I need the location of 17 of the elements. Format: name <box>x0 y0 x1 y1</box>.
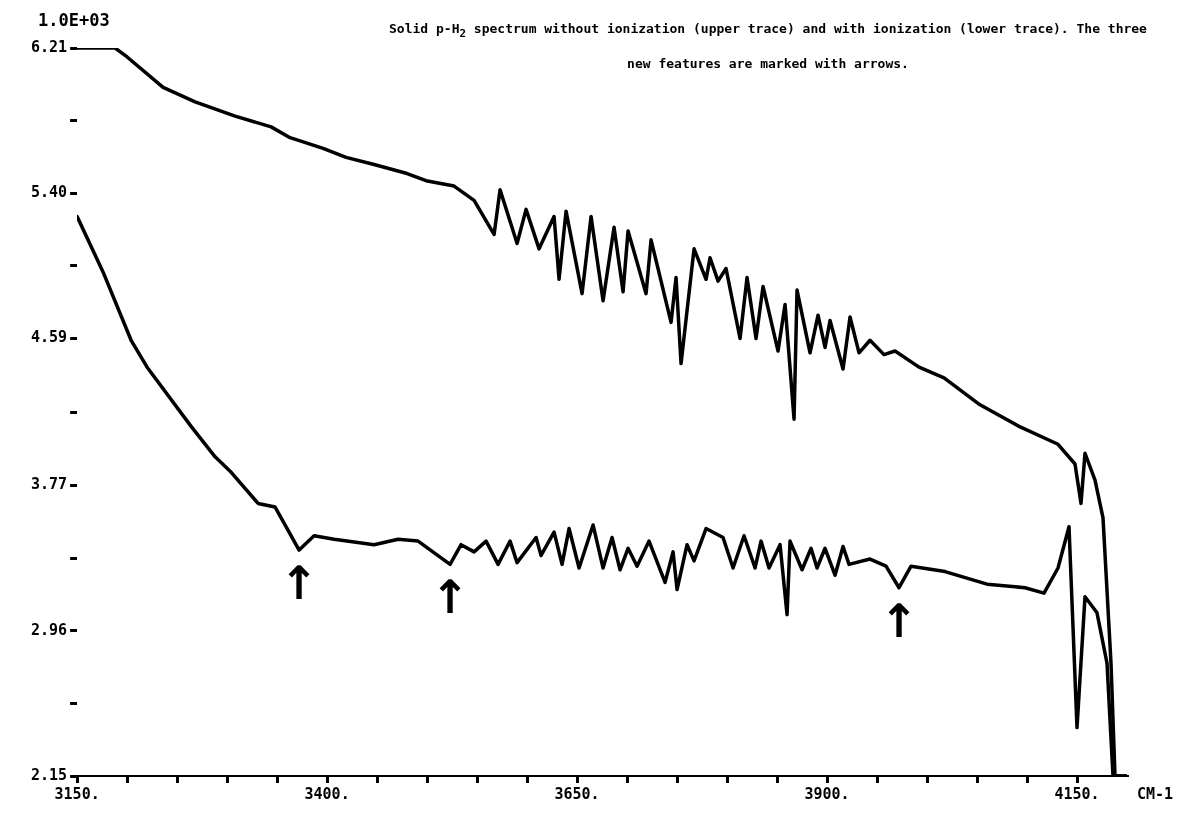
annotation: ↑ <box>279 556 319 611</box>
x-axis-title: CM-1 <box>1136 785 1173 803</box>
chart-title: Solid p-H$_{2}$ spectrum without ionization (upper trace) and with ionization (lower trace). The three new features are marked with arrows. <box>389 21 1147 71</box>
y-tick-label: 2.96 <box>31 620 68 639</box>
y-tick-label: 5.40 <box>31 183 68 202</box>
y-tick-label: 3.77 <box>31 475 68 494</box>
annotation: ↑ <box>879 593 919 648</box>
x-tick-label: 3900. <box>804 784 850 803</box>
annotation: ↑ <box>430 570 470 625</box>
y-axis-title: 1.0E+03 <box>38 10 110 30</box>
y-tick-label: 2.15 <box>31 765 68 784</box>
y-tick-label: 4.59 <box>31 328 68 347</box>
y-tick-label: 6.21 <box>31 37 68 56</box>
x-tick-label: 3400. <box>304 784 350 803</box>
x-tick-label: 4150. <box>1054 784 1100 803</box>
x-tick-label: 3150. <box>54 784 100 803</box>
x-tick-label: 3650. <box>554 784 600 803</box>
